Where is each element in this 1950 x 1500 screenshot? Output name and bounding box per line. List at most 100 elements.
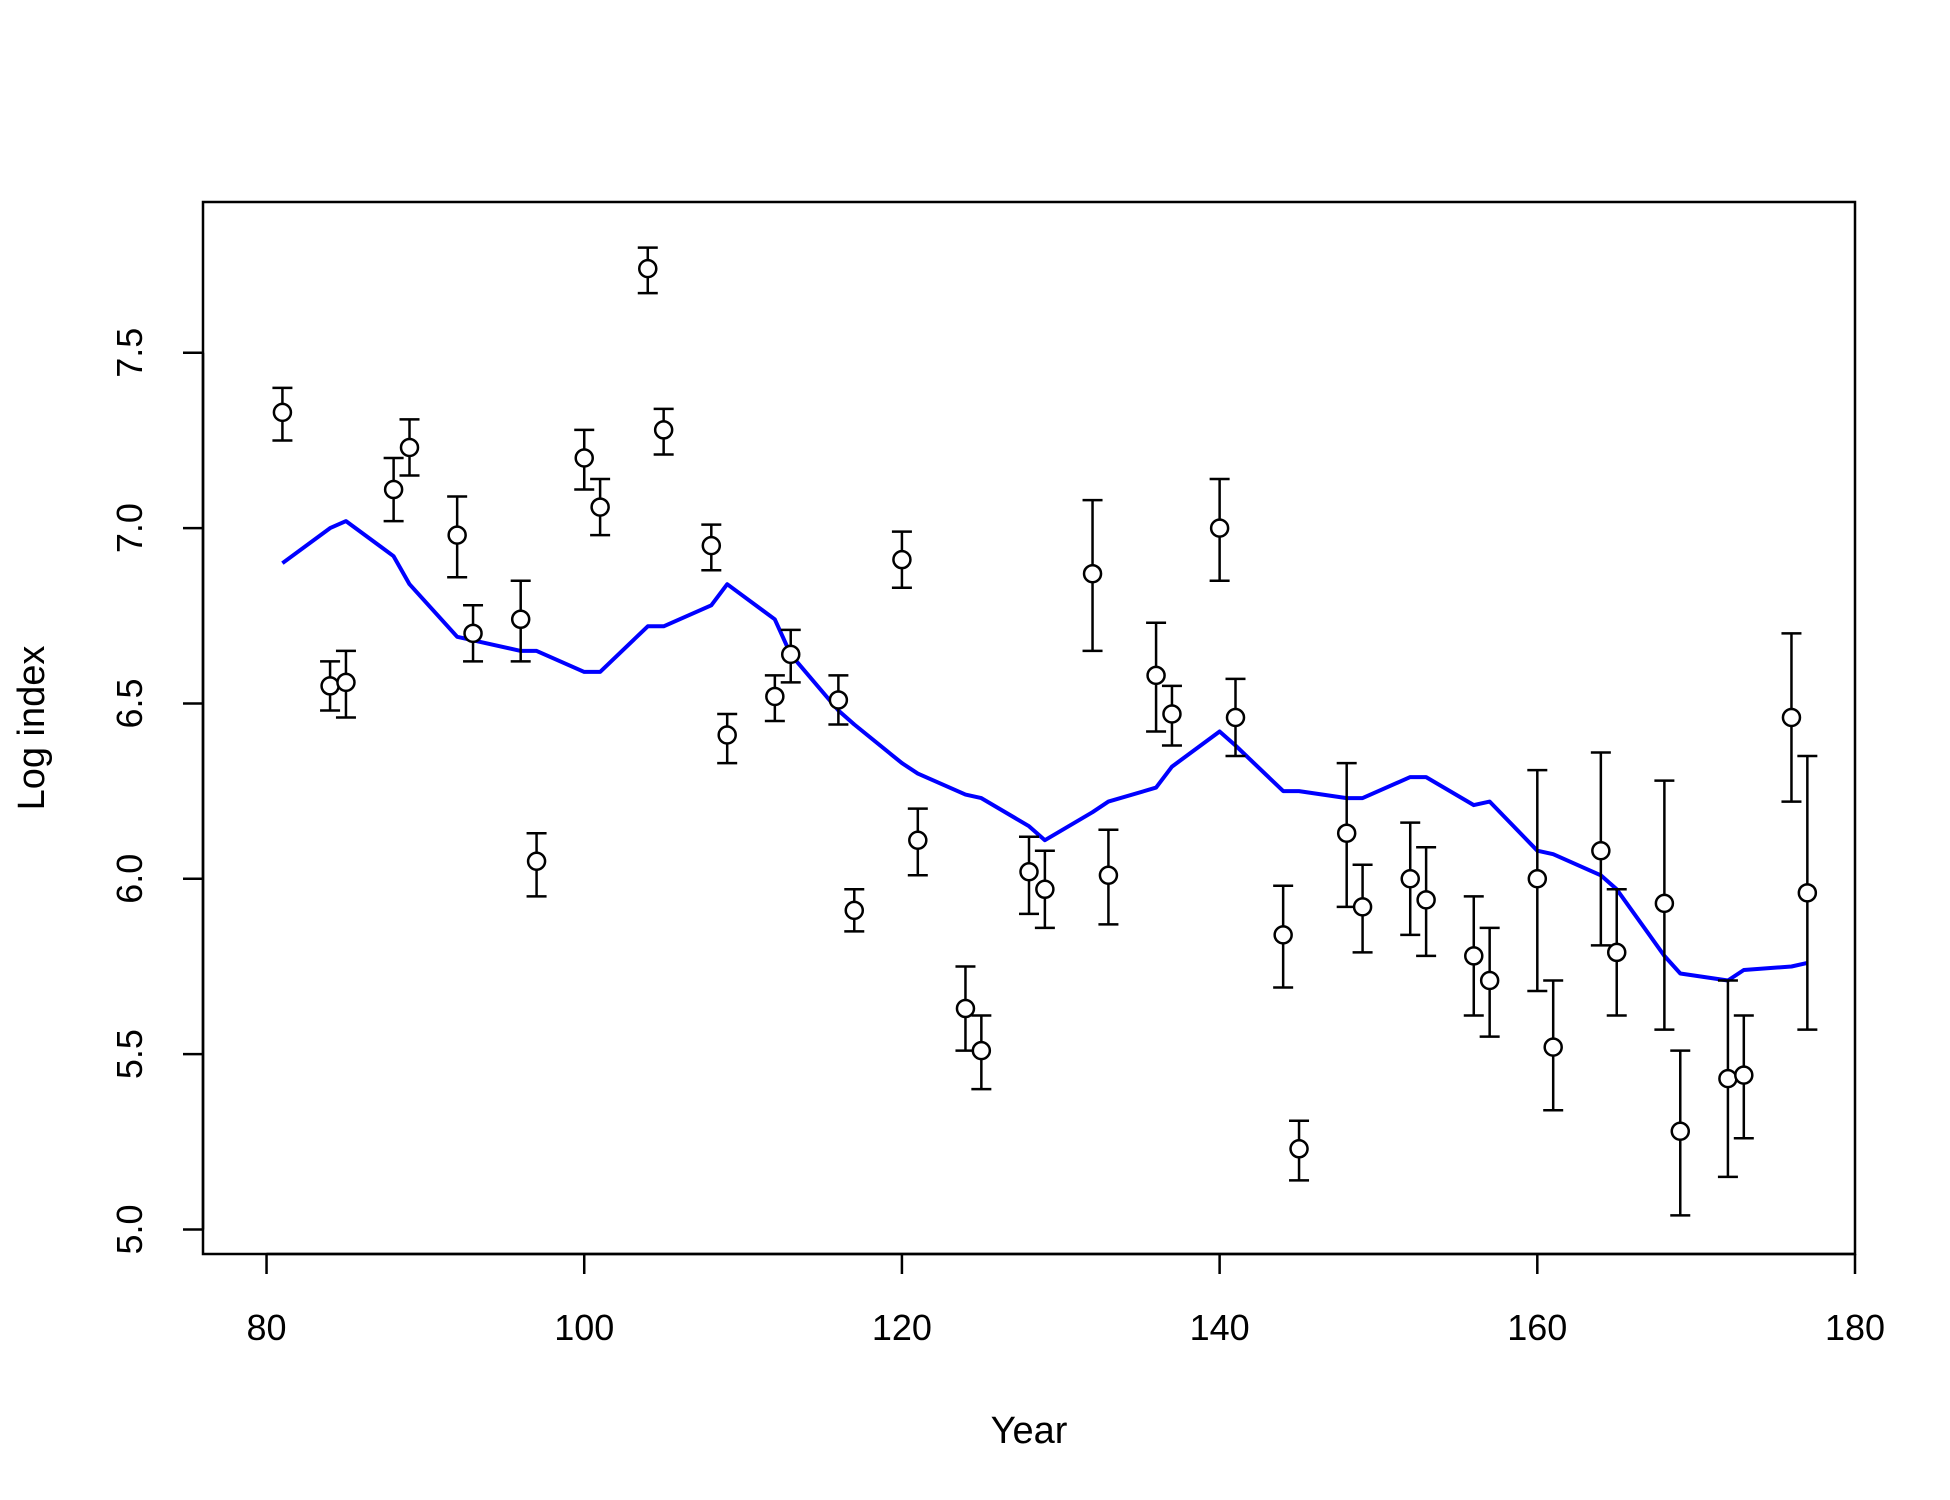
y-tick-label: 5.0 — [109, 1204, 150, 1254]
data-point — [1464, 946, 1484, 966]
data-point — [526, 851, 547, 872]
observation — [1479, 926, 1500, 1038]
x-tick-label: 100 — [554, 1307, 614, 1348]
observation — [1781, 632, 1802, 803]
observation — [320, 660, 341, 712]
y-tick-label: 7.0 — [109, 503, 150, 553]
data-point — [1591, 840, 1611, 861]
data-point — [955, 998, 976, 1019]
observation — [828, 674, 849, 726]
observation — [1543, 979, 1564, 1112]
data-point — [1797, 883, 1818, 903]
y-tick-label: 7.5 — [109, 328, 150, 378]
observation — [1225, 677, 1246, 758]
data-point — [717, 725, 737, 745]
observation — [574, 428, 595, 491]
points-layer — [272, 246, 1818, 1217]
data-point — [1479, 970, 1500, 991]
data-point — [971, 1040, 992, 1061]
observation — [1034, 849, 1055, 930]
data-point — [1082, 563, 1103, 584]
observation — [1654, 779, 1675, 1031]
y-axis: 5.0 5.5 6.0 6.5 7.0 7.5 — [109, 328, 205, 1254]
data-point — [701, 535, 722, 556]
observation — [1590, 751, 1611, 947]
data-point — [399, 437, 420, 458]
x-axis-label: Year — [991, 1410, 1068, 1452]
observation — [1209, 477, 1230, 582]
observation — [526, 831, 547, 898]
data-point — [1035, 879, 1055, 900]
data-point — [447, 525, 467, 545]
data-point — [463, 623, 483, 644]
x-tick-label: 180 — [1825, 1307, 1885, 1348]
data-point — [1416, 890, 1436, 910]
observation — [1082, 498, 1103, 653]
observation — [717, 712, 738, 765]
observation — [1019, 835, 1039, 916]
data-point — [574, 448, 594, 468]
x-axis: 80 100 120 140 160 180 — [247, 1252, 1885, 1348]
data-point — [1718, 1068, 1738, 1089]
observation — [764, 674, 785, 723]
data-point — [780, 644, 801, 665]
observation — [463, 604, 484, 663]
data-point — [1654, 893, 1675, 914]
fit-line-layer — [281, 519, 1808, 983]
data-point — [320, 676, 340, 696]
y-tick-label: 6.0 — [109, 854, 150, 904]
observation — [590, 477, 611, 537]
observation — [844, 888, 865, 933]
observation — [1606, 888, 1627, 1017]
y-tick-label: 6.5 — [109, 678, 150, 728]
data-point — [1146, 665, 1166, 686]
y-tick-label: 5.5 — [109, 1029, 150, 1079]
observation — [653, 407, 674, 456]
data-point — [653, 420, 674, 440]
observation — [447, 495, 468, 579]
x-tick-label: 160 — [1507, 1307, 1567, 1348]
observation — [1670, 1049, 1691, 1217]
data-point — [1336, 823, 1357, 843]
data-point — [1781, 707, 1802, 728]
data-point — [1543, 1037, 1563, 1057]
observation — [1797, 754, 1818, 1031]
observation — [1146, 621, 1167, 733]
observation — [1336, 761, 1357, 909]
data-point — [1098, 865, 1119, 886]
x-tick-label: 120 — [872, 1307, 932, 1348]
observation — [510, 579, 531, 663]
observation — [907, 807, 928, 877]
observation — [637, 246, 658, 295]
data-point — [1527, 869, 1548, 889]
data-point — [1606, 942, 1627, 963]
data-point — [1400, 869, 1420, 889]
observation — [1416, 845, 1437, 958]
data-point — [765, 686, 785, 707]
data-point — [383, 479, 404, 500]
data-point — [1225, 707, 1246, 728]
observation — [1352, 863, 1373, 954]
data-point — [828, 690, 849, 710]
data-point — [844, 900, 865, 921]
observation — [1289, 1119, 1310, 1182]
observation — [891, 530, 912, 589]
observation — [1717, 979, 1738, 1179]
plot-frame — [201, 200, 1857, 1256]
data-point — [1670, 1121, 1691, 1142]
data-point — [1289, 1139, 1309, 1159]
data-point — [1019, 862, 1039, 882]
observation — [272, 386, 293, 442]
x-tick-label: 140 — [1190, 1307, 1250, 1348]
data-point — [638, 258, 658, 279]
observation — [1400, 821, 1421, 937]
data-point — [1352, 897, 1373, 917]
observation — [1273, 884, 1294, 989]
data-point — [336, 672, 356, 693]
observation — [1098, 828, 1119, 926]
data-point — [892, 549, 912, 570]
data-point — [272, 402, 293, 423]
observation — [1527, 768, 1548, 993]
fit-line — [281, 519, 1808, 983]
